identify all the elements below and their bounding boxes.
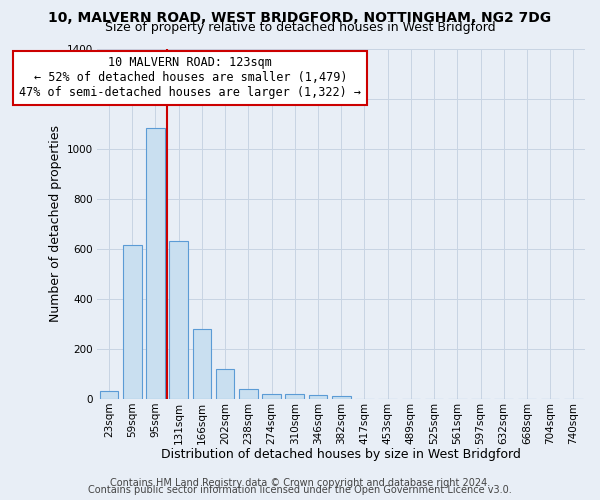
Bar [169,242,188,399]
Y-axis label: Number of detached properties: Number of detached properties [49,126,62,322]
Bar [100,392,118,399]
Bar [123,245,142,399]
Bar [239,389,257,399]
Bar [286,394,304,399]
X-axis label: Distribution of detached houses by size in West Bridgford: Distribution of detached houses by size … [161,448,521,461]
Bar [332,396,350,399]
Text: Size of property relative to detached houses in West Bridgford: Size of property relative to detached ho… [104,22,496,35]
Text: 10 MALVERN ROAD: 123sqm
← 52% of detached houses are smaller (1,479)
47% of semi: 10 MALVERN ROAD: 123sqm ← 52% of detache… [19,56,361,100]
Text: Contains public sector information licensed under the Open Government Licence v3: Contains public sector information licen… [88,485,512,495]
Bar [193,329,211,399]
Bar [216,369,235,399]
Text: 10, MALVERN ROAD, WEST BRIDGFORD, NOTTINGHAM, NG2 7DG: 10, MALVERN ROAD, WEST BRIDGFORD, NOTTIN… [49,11,551,25]
Bar [309,395,327,399]
Text: Contains HM Land Registry data © Crown copyright and database right 2024.: Contains HM Land Registry data © Crown c… [110,478,490,488]
Bar [262,394,281,399]
Bar [146,128,165,399]
